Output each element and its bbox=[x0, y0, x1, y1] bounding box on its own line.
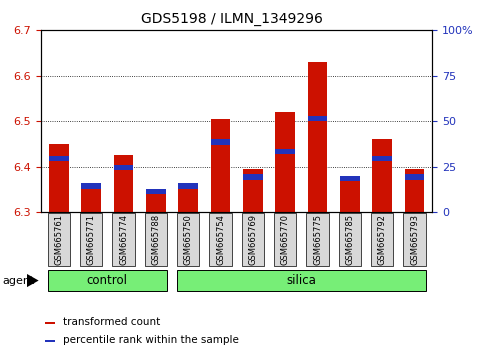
Bar bbox=[340, 176, 359, 212]
Text: silica: silica bbox=[286, 274, 316, 287]
Text: control: control bbox=[87, 274, 128, 287]
Bar bbox=[275, 149, 295, 154]
FancyBboxPatch shape bbox=[371, 213, 394, 266]
Bar bbox=[45, 322, 55, 324]
Bar bbox=[82, 187, 101, 212]
Bar bbox=[211, 139, 230, 145]
FancyBboxPatch shape bbox=[177, 213, 199, 266]
FancyBboxPatch shape bbox=[242, 213, 264, 266]
Text: GSM665785: GSM665785 bbox=[345, 214, 355, 266]
Bar bbox=[146, 189, 166, 194]
Bar bbox=[308, 116, 327, 121]
Text: GSM665792: GSM665792 bbox=[378, 215, 387, 265]
Bar bbox=[82, 183, 101, 189]
Text: percentile rank within the sample: percentile rank within the sample bbox=[63, 335, 239, 346]
FancyBboxPatch shape bbox=[47, 270, 167, 291]
Bar bbox=[49, 156, 69, 161]
FancyBboxPatch shape bbox=[80, 213, 102, 266]
FancyBboxPatch shape bbox=[177, 270, 426, 291]
Bar bbox=[243, 169, 263, 212]
Bar bbox=[340, 176, 359, 181]
Bar bbox=[275, 112, 295, 212]
Text: GSM665771: GSM665771 bbox=[86, 214, 96, 266]
Bar bbox=[211, 119, 230, 212]
Bar bbox=[49, 144, 69, 212]
Bar bbox=[372, 156, 392, 161]
Text: transformed count: transformed count bbox=[63, 317, 160, 327]
Bar bbox=[179, 183, 198, 189]
Bar bbox=[179, 187, 198, 212]
Bar bbox=[243, 174, 263, 179]
Text: GSM665774: GSM665774 bbox=[119, 214, 128, 266]
Bar bbox=[405, 174, 424, 179]
Bar bbox=[405, 169, 424, 212]
Text: GSM665770: GSM665770 bbox=[281, 214, 290, 266]
FancyBboxPatch shape bbox=[274, 213, 297, 266]
FancyBboxPatch shape bbox=[209, 213, 232, 266]
Bar bbox=[114, 155, 133, 212]
Bar bbox=[146, 192, 166, 212]
Text: GDS5198 / ILMN_1349296: GDS5198 / ILMN_1349296 bbox=[141, 12, 323, 27]
FancyBboxPatch shape bbox=[403, 213, 426, 266]
Bar bbox=[114, 165, 133, 171]
FancyBboxPatch shape bbox=[47, 213, 70, 266]
FancyBboxPatch shape bbox=[306, 213, 329, 266]
Bar bbox=[45, 340, 55, 342]
Bar bbox=[372, 139, 392, 212]
FancyBboxPatch shape bbox=[339, 213, 361, 266]
Text: GSM665793: GSM665793 bbox=[410, 214, 419, 266]
Text: GSM665769: GSM665769 bbox=[248, 214, 257, 266]
Polygon shape bbox=[27, 274, 39, 287]
Bar bbox=[308, 62, 327, 212]
FancyBboxPatch shape bbox=[112, 213, 135, 266]
Text: GSM665750: GSM665750 bbox=[184, 215, 193, 265]
Text: GSM665788: GSM665788 bbox=[151, 214, 160, 266]
Text: GSM665761: GSM665761 bbox=[55, 214, 63, 266]
Text: GSM665754: GSM665754 bbox=[216, 215, 225, 265]
Text: agent: agent bbox=[2, 275, 35, 286]
Text: GSM665775: GSM665775 bbox=[313, 214, 322, 266]
FancyBboxPatch shape bbox=[144, 213, 167, 266]
